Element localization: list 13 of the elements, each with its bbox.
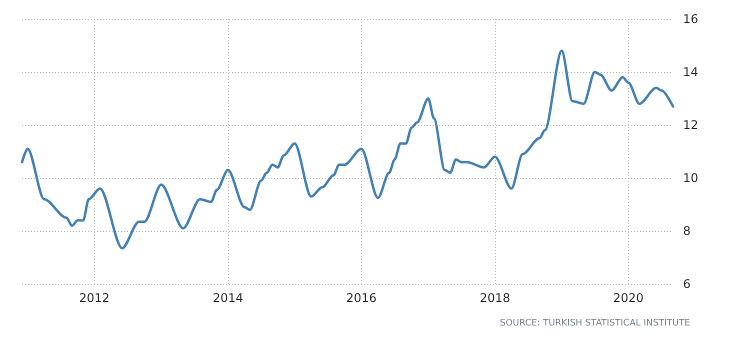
y-tick-label: 8 [683, 224, 691, 238]
x-tick-label: 2014 [212, 291, 244, 305]
x-tick-label: 2018 [480, 291, 510, 305]
source-note: SOURCE: TURKISH STATISTICAL INSTITUTE [500, 318, 690, 328]
x-tick-label: 2020 [613, 291, 644, 305]
y-tick-label: 10 [683, 171, 698, 185]
y-tick-label: 6 [683, 277, 691, 291]
line-series [20, 50, 674, 250]
x-tick-label: 2012 [79, 291, 110, 305]
y-tick-label: 12 [683, 118, 698, 132]
x-tick-label: 2016 [346, 291, 377, 305]
y-tick-label: 14 [683, 65, 698, 79]
y-tick-label: 16 [683, 12, 698, 26]
